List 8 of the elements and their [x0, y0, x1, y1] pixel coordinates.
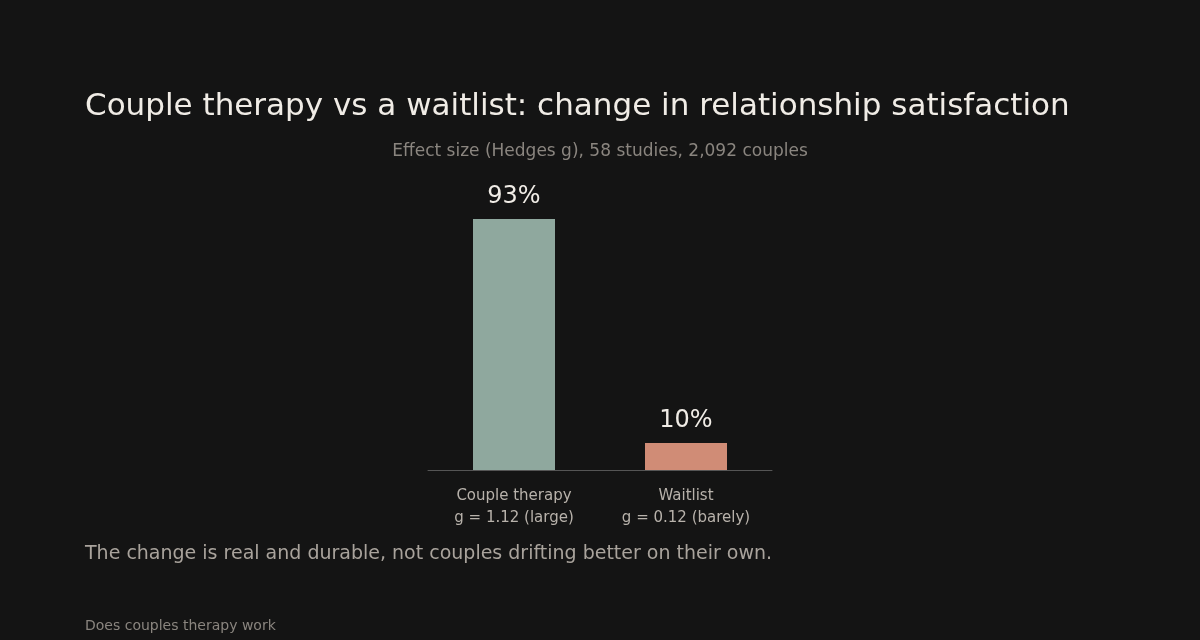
x-tick-label: Waitlist g = 0.12 (barely) [621, 486, 751, 526]
data-label: 10% [659, 405, 713, 433]
data-label: 93% [487, 180, 541, 209]
text: The change is real and durable, not couples drifting better on their own. [84, 540, 773, 563]
chart-title: Couple therapy vs a waitlist: change in relationship satisfaction [85, 85, 1070, 122]
chart-subtitle: Effect size (Hedges g), 58 studies, 2,092 couples [392, 139, 808, 160]
text: Does couples therapy work [85, 617, 277, 633]
x-tick-label: Couple therapy g = 1.12 (large) [454, 486, 574, 526]
